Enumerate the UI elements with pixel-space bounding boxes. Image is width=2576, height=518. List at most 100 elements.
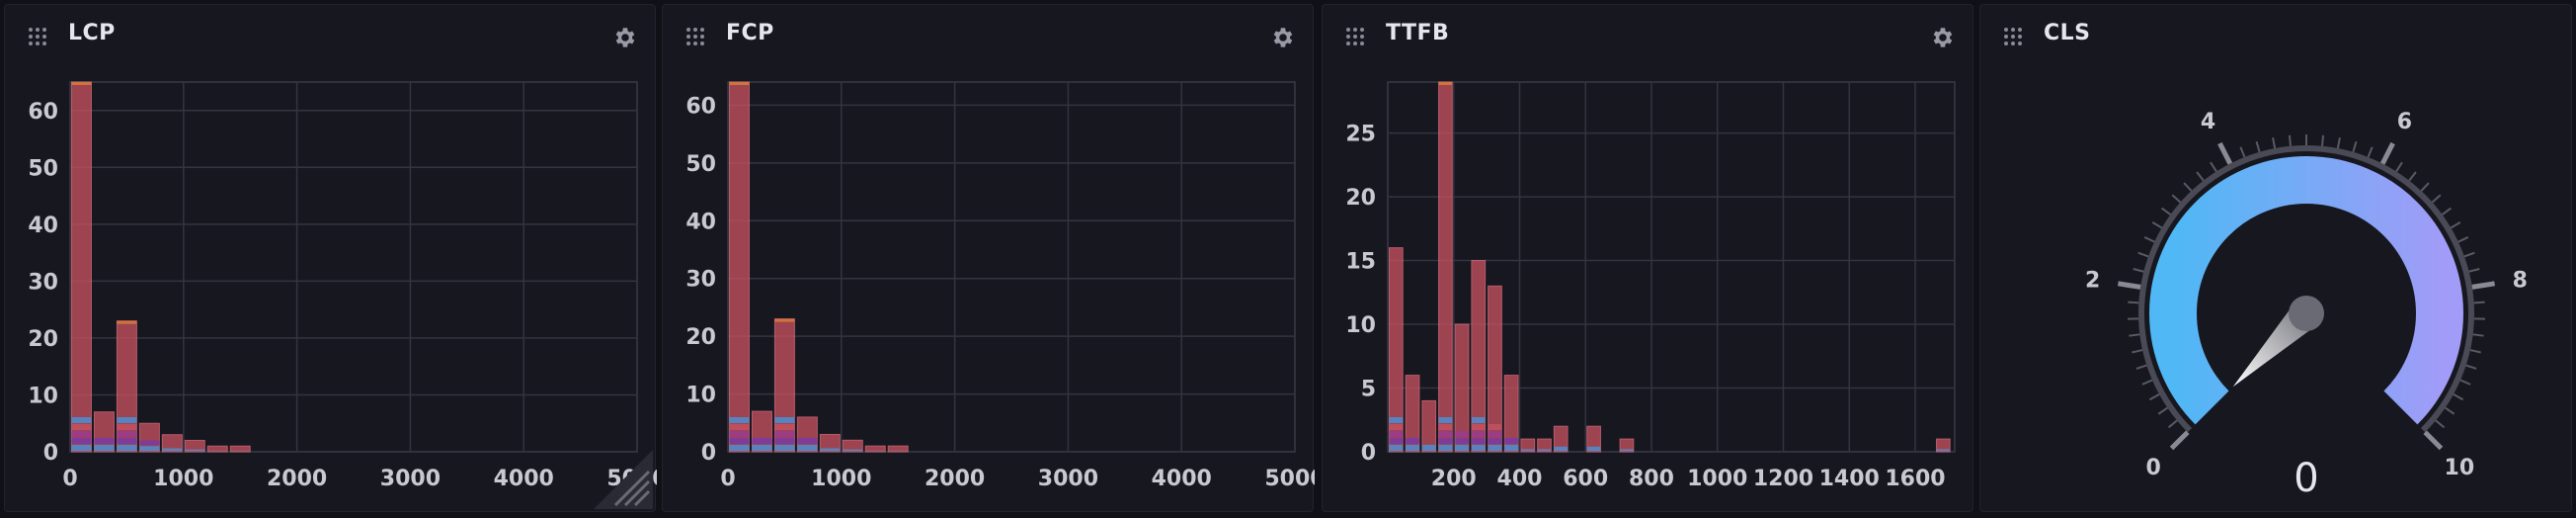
panel-header[interactable]: FCP bbox=[663, 5, 1313, 62]
gear-icon[interactable] bbox=[611, 25, 637, 50]
gauge-tick bbox=[2151, 221, 2163, 229]
histogram-bar[interactable] bbox=[842, 439, 863, 453]
histogram-bar[interactable] bbox=[796, 416, 818, 453]
drag-handle-icon[interactable] bbox=[1344, 26, 1366, 47]
drag-handle-icon[interactable] bbox=[27, 26, 48, 47]
gauge-tick bbox=[2352, 140, 2358, 153]
histogram-bar[interactable] bbox=[729, 81, 750, 453]
gauge-tick bbox=[2129, 333, 2140, 337]
y-tick-label: 30 bbox=[685, 268, 716, 293]
histogram-bar[interactable] bbox=[887, 445, 909, 453]
gauge-tick bbox=[2167, 419, 2178, 429]
x-tick-label: 2000 bbox=[267, 467, 327, 491]
histogram-bar[interactable] bbox=[1619, 438, 1635, 453]
panel-title: CLS bbox=[2044, 21, 2091, 45]
panel-fcp: FCP 0 10 20 30 40 50 60 0 1000 2000 3000 4000 5000 bbox=[662, 4, 1315, 512]
gauge-tick bbox=[2137, 251, 2149, 258]
gauge-tick bbox=[2469, 349, 2481, 354]
y-tick-label: 10 bbox=[685, 384, 716, 408]
gauge-tick bbox=[2272, 137, 2277, 149]
gauge-tick bbox=[2157, 406, 2168, 415]
panel-header[interactable]: TTFB bbox=[1323, 5, 1972, 62]
gauge-tick bbox=[2453, 393, 2464, 401]
panel-header[interactable]: LCP bbox=[5, 5, 655, 62]
y-tick-label: 60 bbox=[685, 94, 716, 119]
drag-handle-icon[interactable] bbox=[2002, 26, 2024, 47]
gauge-value-label: 0 bbox=[2294, 456, 2318, 501]
y-tick-label: 60 bbox=[28, 100, 58, 125]
histogram-bar[interactable] bbox=[161, 434, 183, 453]
gauge-tick bbox=[2288, 134, 2292, 146]
x-tick-label: 800 bbox=[1629, 467, 1674, 491]
x-tick-label: 3000 bbox=[1038, 467, 1098, 491]
x-tick-label: 1200 bbox=[1753, 467, 1813, 491]
histogram-bar[interactable] bbox=[1503, 375, 1519, 453]
gauge-value-arc bbox=[2149, 156, 2463, 425]
gauge-tick bbox=[2239, 146, 2246, 158]
y-tick-label: 30 bbox=[28, 270, 58, 295]
histogram-bar[interactable] bbox=[1520, 438, 1536, 453]
histogram-bar[interactable] bbox=[1488, 285, 1502, 453]
histogram-bar[interactable] bbox=[1389, 247, 1404, 453]
histogram-bar[interactable] bbox=[71, 81, 92, 453]
gauge-tick bbox=[2408, 171, 2417, 182]
histogram-bar[interactable] bbox=[1454, 323, 1470, 453]
histogram-bar[interactable] bbox=[1438, 81, 1453, 453]
histogram-bar[interactable] bbox=[1935, 438, 1951, 453]
gauge-tick-label: 0 bbox=[2145, 456, 2160, 480]
gauge-tick bbox=[2367, 146, 2374, 158]
x-tick-label: 400 bbox=[1497, 467, 1543, 491]
gauge-tick bbox=[2435, 419, 2446, 429]
gauge-tick bbox=[2321, 134, 2325, 146]
histogram-bar[interactable] bbox=[206, 445, 228, 453]
drag-handle-icon[interactable] bbox=[684, 26, 706, 47]
histogram-bar[interactable] bbox=[138, 422, 160, 453]
x-tick-label: 3000 bbox=[380, 467, 441, 491]
gauge-tick bbox=[2468, 268, 2480, 273]
gauge-tick bbox=[2395, 161, 2403, 173]
x-tick-label: 5000 bbox=[1264, 467, 1315, 491]
panel-header[interactable]: CLS bbox=[1980, 5, 2571, 62]
histogram-bar[interactable] bbox=[1537, 438, 1552, 453]
gauge-tick bbox=[2132, 349, 2143, 354]
gauge-tick bbox=[2196, 171, 2205, 182]
y-tick-label: 0 bbox=[43, 441, 58, 466]
gear-icon[interactable] bbox=[1929, 25, 1955, 50]
histogram-bar[interactable] bbox=[184, 439, 205, 453]
histogram-bar[interactable] bbox=[116, 320, 137, 453]
histogram-bar[interactable] bbox=[864, 445, 886, 453]
gauge-tick bbox=[2133, 268, 2144, 273]
gauge-tick bbox=[2210, 161, 2217, 173]
histogram-bar[interactable] bbox=[1471, 260, 1487, 453]
resize-handle-icon[interactable] bbox=[594, 450, 653, 509]
gauge-needle bbox=[2232, 296, 2324, 388]
gear-icon[interactable] bbox=[1269, 25, 1295, 50]
histogram-bar[interactable] bbox=[1405, 375, 1420, 453]
histogram-bar[interactable] bbox=[93, 411, 115, 453]
gauge-tick bbox=[2441, 207, 2453, 216]
x-tick-label: 200 bbox=[1431, 467, 1477, 491]
histogram-bar[interactable] bbox=[1553, 425, 1569, 453]
y-tick-label: 40 bbox=[28, 214, 58, 238]
plot-frame bbox=[69, 81, 638, 453]
gauge-tick bbox=[2379, 141, 2395, 165]
x-tick-label: 600 bbox=[1563, 467, 1608, 491]
histogram-bar[interactable] bbox=[819, 433, 841, 453]
histogram-bar[interactable] bbox=[1421, 399, 1437, 453]
y-tick-label: 10 bbox=[1345, 313, 1376, 338]
gauge-tick bbox=[2450, 221, 2461, 229]
histogram-bar[interactable] bbox=[229, 445, 251, 453]
y-tick-label: 15 bbox=[1345, 250, 1376, 275]
histogram-bar[interactable] bbox=[1586, 425, 1601, 453]
x-tick-label: 0 bbox=[62, 467, 77, 491]
panel-cls: CLS 0 2 4 6 8 10 0 bbox=[1979, 4, 2572, 512]
histogram-bar[interactable] bbox=[773, 318, 795, 453]
gauge-tick bbox=[2445, 406, 2455, 415]
histogram-bar[interactable] bbox=[751, 410, 772, 453]
gauge-outer-arc bbox=[2138, 145, 2474, 433]
gauge-tick bbox=[2160, 207, 2172, 216]
gauge-tick bbox=[2336, 137, 2341, 149]
y-tick-label: 20 bbox=[1345, 186, 1376, 211]
gauge-tick-label: 6 bbox=[2397, 110, 2412, 134]
x-tick-label: 0 bbox=[720, 467, 735, 491]
